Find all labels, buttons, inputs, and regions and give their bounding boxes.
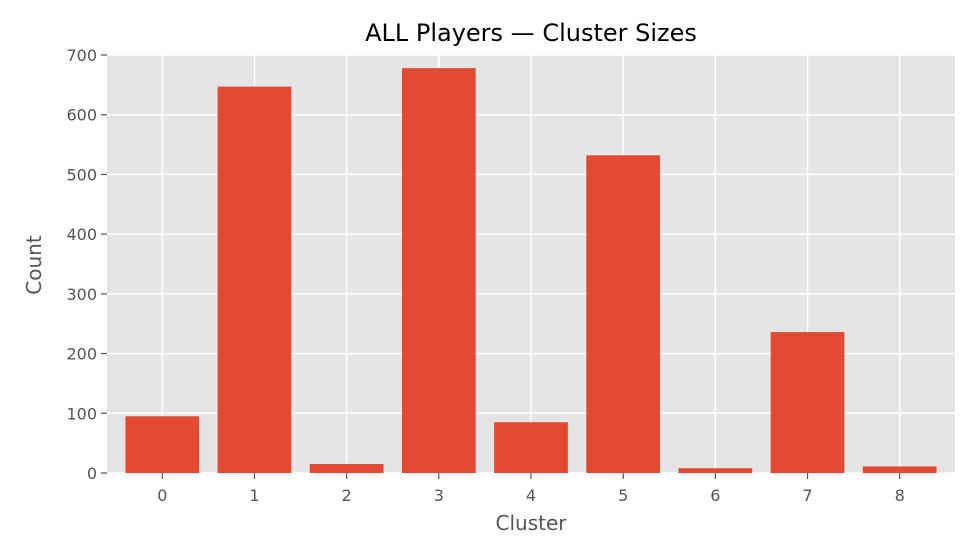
bar-cluster-8 xyxy=(862,466,937,473)
y-axis-title: Count xyxy=(22,235,46,295)
bar-cluster-6 xyxy=(678,468,753,473)
x-tick-label: 0 xyxy=(157,486,167,505)
bar-cluster-3 xyxy=(401,68,476,473)
x-tick-label: 6 xyxy=(710,486,720,505)
y-tick-label: 600 xyxy=(66,106,97,125)
bars xyxy=(125,68,937,474)
x-tick-label: 2 xyxy=(342,486,352,505)
x-tick-label: 3 xyxy=(434,486,444,505)
bar-cluster-4 xyxy=(494,422,568,473)
x-tick-label: 8 xyxy=(895,486,905,505)
x-tick-label: 4 xyxy=(526,486,536,505)
bar-cluster-0 xyxy=(125,416,200,473)
bar-cluster-5 xyxy=(586,155,661,473)
x-tick-label: 5 xyxy=(618,486,628,505)
bar-cluster-1 xyxy=(217,86,292,474)
y-tick-label: 100 xyxy=(66,404,97,423)
chart-title: ALL Players — Cluster Sizes xyxy=(365,19,697,47)
y-tick-label: 200 xyxy=(66,345,97,364)
x-axis-title: Cluster xyxy=(496,511,568,535)
x-tick-label: 1 xyxy=(249,486,259,505)
bar-cluster-7 xyxy=(770,332,845,473)
y-tick-label: 700 xyxy=(66,46,97,65)
y-tick-label: 300 xyxy=(66,285,97,304)
x-tick-label: 7 xyxy=(802,486,812,505)
y-tick-label: 0 xyxy=(87,464,97,483)
y-axis-ticks: 0 100 200 300 400 500 600 700 xyxy=(66,46,107,483)
bar-cluster-2 xyxy=(309,464,384,473)
x-axis-ticks: 0 1 2 3 4 5 6 7 8 xyxy=(157,473,905,505)
y-tick-label: 400 xyxy=(66,225,97,244)
y-tick-label: 500 xyxy=(66,165,97,184)
